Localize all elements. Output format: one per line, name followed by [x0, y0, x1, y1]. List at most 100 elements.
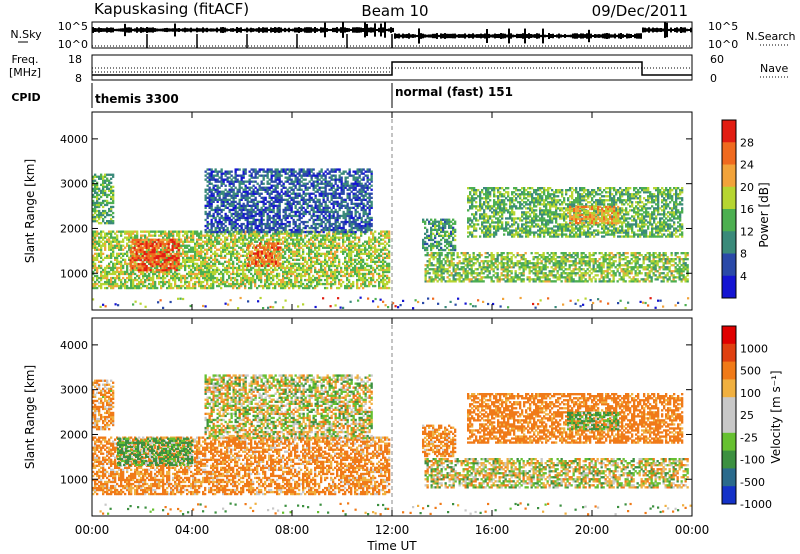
- scatter-cell: [242, 254, 245, 258]
- scatter-cell: [216, 206, 219, 210]
- scatter-cell: [276, 272, 279, 276]
- scatter-cell: [220, 224, 223, 228]
- scatter-cell: [242, 240, 245, 243]
- scatter-cell: [348, 242, 351, 245]
- scatter-cell: [358, 250, 361, 253]
- scatter-cell: [242, 280, 245, 284]
- scatter-cell: [266, 270, 269, 274]
- scatter-cell: [230, 232, 233, 235]
- scatter-cell: [244, 286, 247, 290]
- scatter-cell: [222, 228, 225, 232]
- scatter-cell: [282, 226, 285, 230]
- scatter-cell: [368, 252, 371, 256]
- scatter-cell: [264, 190, 267, 193]
- scatter-cell: [246, 186, 249, 189]
- scatter-cell: [308, 268, 311, 272]
- scatter-cell: [198, 254, 201, 258]
- scatter-cell: [226, 252, 229, 256]
- scatter-cell: [259, 252, 262, 255]
- scatter-cell: [230, 278, 233, 282]
- scatter-cell: [300, 212, 303, 216]
- scatter-cell: [106, 286, 109, 290]
- noise-bar: [170, 28, 172, 32]
- scatter-cell: [112, 230, 115, 233]
- scatter-cell: [210, 172, 213, 175]
- scatter-cell: [130, 286, 133, 290]
- scatter-cell: [92, 264, 95, 268]
- scatter-cell: [272, 188, 275, 191]
- scatter-cell: [214, 238, 217, 241]
- scatter-cell: [153, 248, 156, 252]
- scatter-cell: [122, 284, 125, 288]
- scatter-cell: [106, 173, 109, 176]
- scatter-cell: [248, 250, 251, 253]
- scatter-cell: [258, 224, 261, 228]
- scatter-cell: [232, 246, 235, 249]
- scatter-cell: [200, 246, 203, 249]
- scatter-cell: [238, 184, 241, 187]
- scatter-cell: [172, 250, 175, 253]
- scatter-cell: [360, 252, 363, 256]
- scatter-cell: [298, 210, 301, 214]
- scatter-cell: [277, 252, 280, 255]
- scatter-cell: [322, 282, 325, 286]
- scatter-cell: [244, 260, 247, 264]
- scatter-cell: [290, 274, 293, 278]
- scatter-cell: [308, 276, 311, 280]
- scatter-cell: [296, 252, 299, 256]
- scatter-cell: [236, 202, 239, 206]
- scatter-cell: [212, 244, 215, 247]
- scatter-cell: [186, 232, 189, 235]
- scatter-cell: [282, 184, 285, 187]
- scatter-cell: [224, 194, 227, 197]
- scatter-cell: [322, 272, 325, 276]
- scatter-cell: [276, 196, 279, 200]
- scatter-cell: [230, 170, 233, 173]
- scatter-cell: [176, 266, 179, 270]
- scatter-cell: [340, 278, 343, 282]
- scatter-cell: [322, 190, 325, 193]
- scatter-cell: [208, 268, 211, 272]
- scatter-cell: [100, 203, 103, 207]
- scatter-cell: [240, 268, 243, 272]
- scatter-cell: [200, 264, 203, 268]
- scatter-cell: [208, 230, 211, 234]
- scatter-cell: [388, 280, 391, 284]
- scatter-cell: [92, 195, 95, 199]
- scatter-cell: [222, 246, 225, 249]
- scatter-cell: [266, 232, 269, 235]
- scatter-cell: [302, 220, 305, 224]
- scatter-cell: [314, 238, 317, 241]
- noise-bar: [138, 28, 140, 32]
- scatter-cell: [98, 201, 101, 205]
- scatter-cell: [298, 172, 301, 175]
- scatter-cell: [388, 250, 391, 253]
- scatter-cell: [324, 216, 327, 220]
- scatter-cell: [104, 240, 107, 243]
- scatter-cell: [234, 200, 237, 204]
- scatter-cell: [108, 189, 111, 193]
- scatter-cell: [254, 168, 257, 171]
- noise-bar: [254, 28, 256, 32]
- scatter-cell: [318, 198, 321, 202]
- scatter-cell: [378, 260, 381, 264]
- scatter-cell: [230, 224, 233, 228]
- scatter-cell: [314, 284, 317, 288]
- scatter-cell: [250, 280, 253, 284]
- scatter-cell: [198, 250, 201, 253]
- scatter-cell: [308, 218, 311, 222]
- scatter-cell: [112, 282, 115, 286]
- scatter-cell: [356, 274, 359, 278]
- scatter-cell: [272, 180, 275, 183]
- scatter-cell: [132, 270, 135, 274]
- scatter-cell: [98, 266, 101, 270]
- scatter-cell: [376, 260, 379, 264]
- scatter-cell: [106, 220, 109, 223]
- scatter-cell: [160, 262, 163, 266]
- scatter-cell: [146, 276, 149, 280]
- noise-bar: [492, 34, 494, 38]
- scatter-cell: [257, 260, 260, 263]
- scatter-cell: [224, 256, 227, 260]
- scatter-cell: [232, 204, 235, 208]
- scatter-cell: [262, 244, 265, 247]
